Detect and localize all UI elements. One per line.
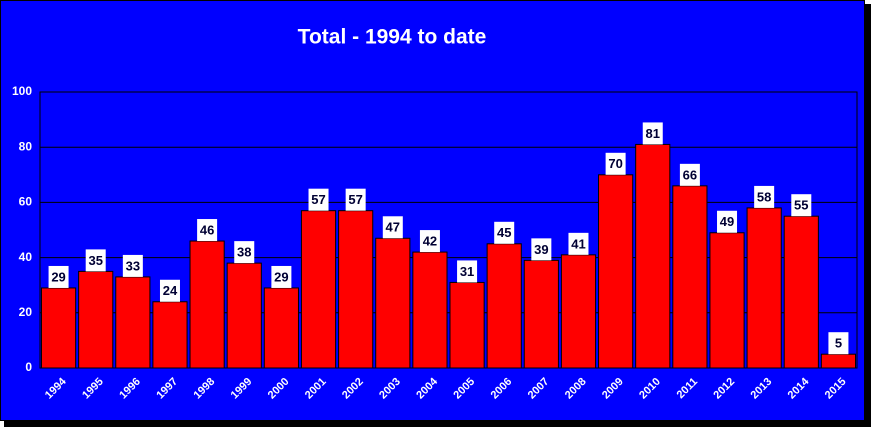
y-tick-label: 80 xyxy=(19,139,33,153)
bar xyxy=(375,237,411,369)
bar xyxy=(152,301,188,369)
value-label-box xyxy=(382,216,403,239)
value-label: 35 xyxy=(88,253,102,268)
value-label: 81 xyxy=(646,126,660,141)
bar xyxy=(709,232,745,369)
value-label-box xyxy=(494,221,515,244)
value-label: 42 xyxy=(423,234,437,249)
bar xyxy=(672,185,708,369)
value-label-box xyxy=(754,185,775,208)
bar xyxy=(820,353,857,369)
value-label: 33 xyxy=(126,258,140,273)
value-label-box xyxy=(308,188,329,211)
value-label-box xyxy=(791,194,812,217)
y-tick-label: 40 xyxy=(19,250,33,264)
bar xyxy=(300,210,337,369)
value-label: 45 xyxy=(497,225,511,240)
value-label-box xyxy=(48,265,69,288)
value-label: 49 xyxy=(720,214,734,229)
value-label-box xyxy=(828,332,849,355)
value-label: 24 xyxy=(163,283,178,298)
bar xyxy=(115,276,151,369)
y-tick-label: 0 xyxy=(25,360,32,374)
bar xyxy=(523,259,559,369)
value-label: 46 xyxy=(200,222,214,237)
value-label: 29 xyxy=(274,269,288,284)
value-label-box xyxy=(568,232,589,255)
bar xyxy=(486,243,522,369)
value-label-box xyxy=(605,152,626,175)
value-label: 57 xyxy=(348,192,362,207)
value-label: 41 xyxy=(571,236,585,251)
bar xyxy=(263,287,299,369)
bar xyxy=(783,215,819,369)
value-label: 70 xyxy=(608,156,622,171)
value-label-box xyxy=(271,265,292,288)
y-tick-label: 20 xyxy=(19,305,33,319)
value-label-box xyxy=(234,241,255,264)
value-label-box xyxy=(457,260,478,283)
bar xyxy=(226,262,262,369)
bar xyxy=(78,270,114,369)
value-label-box xyxy=(159,279,180,302)
value-label: 5 xyxy=(835,336,842,351)
value-label-box xyxy=(419,230,440,253)
value-label: 57 xyxy=(311,192,325,207)
bar xyxy=(412,251,448,369)
bar xyxy=(40,287,77,369)
value-label-box xyxy=(717,210,738,233)
y-tick-label: 100 xyxy=(12,84,32,98)
bar xyxy=(598,174,634,369)
value-label-box xyxy=(122,254,143,277)
value-label: 29 xyxy=(51,269,65,284)
value-label: 38 xyxy=(237,245,251,260)
bar xyxy=(560,254,597,369)
bar xyxy=(338,210,374,369)
value-label-box xyxy=(85,249,106,272)
value-label: 58 xyxy=(757,189,771,204)
bar xyxy=(635,143,671,369)
y-tick-label: 60 xyxy=(19,195,33,209)
value-label-box xyxy=(197,219,218,242)
value-label: 31 xyxy=(460,264,474,279)
value-label: 55 xyxy=(794,198,808,213)
value-label-box xyxy=(679,163,700,186)
bar xyxy=(189,240,225,369)
chart-title: Total - 1994 to date xyxy=(298,26,487,49)
value-label: 47 xyxy=(386,220,400,235)
value-label: 66 xyxy=(683,167,697,182)
value-label-box xyxy=(345,188,366,211)
value-label: 39 xyxy=(534,242,548,257)
value-label-box xyxy=(531,238,552,261)
bar xyxy=(449,281,485,369)
bar xyxy=(746,207,782,369)
value-label-box xyxy=(642,122,663,145)
